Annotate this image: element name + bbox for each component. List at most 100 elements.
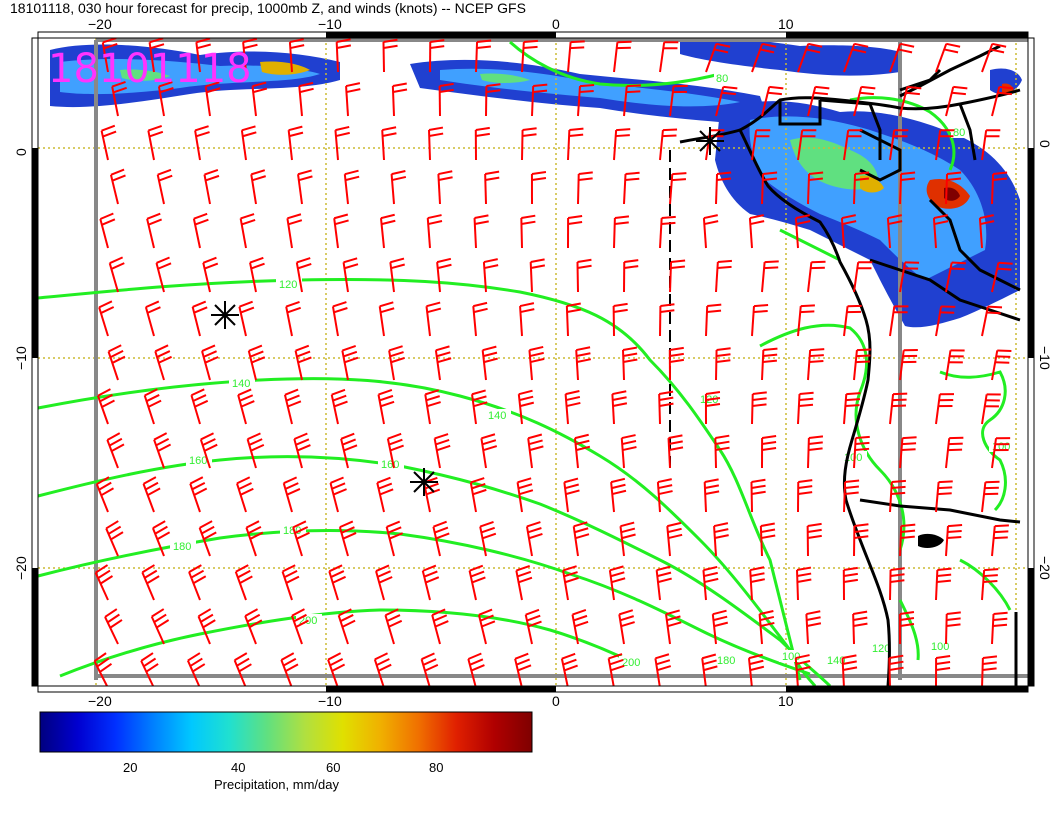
wind-barb [531,83,548,117]
contour-label: 180 [173,541,191,553]
wind-barb [328,564,347,601]
wind-barb [623,84,641,117]
wind-barb [807,435,824,469]
wind-barb [935,567,952,601]
wind-barb [238,300,255,337]
wind-barb [945,436,964,469]
wind-barb [748,214,765,249]
wind-barb [288,38,305,73]
wind-barb [935,129,955,161]
wind-barb [747,653,765,689]
wind-barb [343,169,360,205]
wind-barb [386,432,404,469]
wind-barb [991,85,1014,117]
wind-barb [95,476,114,513]
wind-barb [108,256,125,293]
wind-barb [619,521,636,557]
wind-barb [157,81,174,117]
wind-barb [715,171,732,205]
wind-barb [485,83,501,117]
wind-barb [234,564,253,601]
wind-barb [388,345,405,381]
wind-barb [576,258,592,293]
contour-label: 140 [488,410,506,422]
wind-barb [104,608,123,645]
wind-barb [146,212,163,249]
wind-barb [761,260,779,293]
wind-barb [517,389,535,425]
wind-barb [297,169,313,205]
wind-barb [889,305,909,337]
wind-barb [334,125,350,161]
wind-barb [713,522,729,557]
wind-barb [945,85,968,117]
wind-barb [843,129,863,161]
axis-bars [31,31,1035,693]
wind-barb [843,42,869,73]
wind-barb [981,568,999,601]
wind-barb [188,564,207,601]
lat-labels-right: 0 −10 −20 [1037,140,1053,580]
wind-barb [521,127,537,161]
wind-barb [109,168,126,205]
wind-barb [525,521,543,557]
wind-barb [202,256,219,293]
lat-labels-left: 0 −10 −20 [13,148,29,580]
wind-barb [945,611,961,645]
wind-barb [761,435,777,469]
wind-barb [981,655,998,689]
wind-barb [843,304,862,337]
wind-barb [932,214,949,249]
wind-barb [888,654,904,689]
lon-label: −10 [318,693,342,709]
contour-label: 80 [953,127,965,139]
lat-label: −10 [13,346,29,370]
wind-barb [935,42,961,73]
wind-barb [186,652,206,689]
wind-barb [239,213,256,249]
wind-barb [562,565,579,601]
wind-barb [521,39,539,73]
wind-barb [658,390,674,425]
wind-barb [981,129,1001,161]
wind-barb [659,215,676,249]
wind-barb [467,652,485,689]
wind-barb [797,129,817,161]
contour-label: 200 [622,657,640,669]
wind-barb [611,390,628,425]
wind-barb [852,610,868,645]
wind-barb [991,171,1008,205]
wind-barb [751,42,777,73]
lat-label: −20 [13,556,29,580]
wind-barb [341,344,359,381]
wind-barb [945,524,963,557]
wind-barb [96,388,115,425]
wind-barb [796,566,812,601]
wind-barb [106,432,125,469]
wind-barb [141,564,160,601]
wind-barb [659,128,678,161]
wind-barb [338,520,357,557]
wind-barb [659,41,679,73]
wind-barb [806,522,822,557]
wind-barb [480,433,498,469]
wind-barb [424,389,441,425]
wind-barb [421,564,440,601]
wind-barb [761,85,784,117]
wind-barb [529,258,546,293]
wind-barb [98,300,115,337]
wind-barb [656,478,673,513]
wind-barb [111,80,128,117]
wind-barb [105,520,124,557]
wind-barb [197,608,216,645]
precip-colorbar: 20 40 60 80 Precipitation, mm/day [39,711,533,792]
contour-label: 140 [232,378,250,390]
wind-barb [473,214,489,249]
wind-barb [468,564,486,601]
lon-labels-top: −20 −10 0 10 [88,16,794,32]
wind-barb [425,301,442,337]
wind-barb [107,344,126,381]
lon-label: −20 [88,693,112,709]
wind-barb [250,169,267,205]
wind-barb [142,476,161,513]
